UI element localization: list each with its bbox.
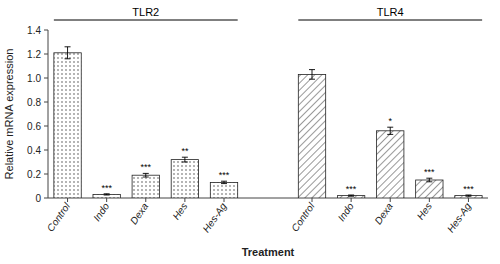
tick-label: Control	[289, 200, 317, 233]
y-axis: 0 0.2 0.4 0.6 0.8 1.0 1.2 1.4	[27, 25, 48, 204]
tick-label: Hes	[170, 201, 189, 222]
plot-area	[54, 47, 482, 198]
bar	[171, 160, 198, 198]
tick	[44, 54, 48, 55]
bar	[337, 196, 364, 198]
tick	[184, 198, 185, 202]
tick-label: Hes-Ag	[200, 200, 228, 234]
x-axis-label: Treatment	[242, 246, 295, 258]
error-bar	[221, 181, 227, 183]
tick	[44, 102, 48, 103]
bar	[298, 74, 325, 198]
tick-label: Hes	[415, 201, 434, 222]
tick-label: 0	[35, 193, 41, 204]
tick-label: 1.0	[27, 73, 41, 84]
labels: Control *** Indo *** Dexa ** Hes *** Hes-Ag TLR2 C…	[45, 6, 482, 234]
tick	[44, 150, 48, 151]
tick	[224, 198, 225, 202]
tick-label: 0.6	[27, 121, 41, 132]
tick	[44, 78, 48, 79]
tick	[468, 198, 469, 202]
tick-label: Hes-Ag	[445, 200, 473, 234]
tick	[106, 198, 107, 202]
tick-label: Dexa	[128, 200, 151, 226]
error-bar	[387, 127, 393, 134]
tick-label: 0.4	[27, 145, 41, 156]
tick-label: 1.2	[27, 49, 41, 60]
group-label: TLR2	[132, 6, 159, 18]
tick	[312, 198, 313, 202]
tick-label: Dexa	[372, 200, 395, 226]
significance-label: ***	[463, 184, 474, 194]
significance-label: ***	[101, 183, 112, 193]
tick-label: Indo	[91, 200, 111, 223]
tick	[44, 126, 48, 127]
bar	[54, 53, 81, 198]
error-bar	[348, 195, 354, 196]
error-bar	[426, 178, 432, 182]
bar	[132, 175, 159, 198]
significance-label: ***	[424, 167, 435, 177]
significance-label: ***	[219, 170, 230, 180]
tick	[351, 198, 352, 202]
tick-label: Indo	[336, 200, 356, 223]
bar	[455, 196, 482, 198]
significance-label: **	[181, 146, 189, 156]
bar	[377, 131, 404, 198]
bar	[416, 180, 443, 198]
error-bar	[143, 173, 149, 177]
bar	[93, 194, 120, 198]
error-bar	[309, 70, 315, 80]
error-bar	[182, 157, 188, 162]
error-bar	[465, 195, 471, 196]
tick	[44, 198, 48, 199]
tick	[67, 198, 68, 202]
y-axis-line	[48, 30, 49, 198]
group-bracket	[54, 20, 238, 21]
significance-label: ***	[141, 162, 152, 172]
tick-label: Control	[45, 200, 73, 233]
significance-label: ***	[346, 184, 357, 194]
group-bracket	[298, 20, 482, 21]
bar	[210, 182, 237, 198]
chart: 00.20.40.60.81.01.21.4Control***Indo***D…	[0, 0, 500, 264]
significance-label: *	[388, 116, 392, 126]
error-bar	[65, 47, 71, 59]
tick	[390, 198, 391, 202]
tick	[429, 198, 430, 202]
group-label: TLR4	[377, 6, 404, 18]
error-bar	[104, 194, 110, 195]
tick-label: 1.4	[27, 25, 41, 36]
tick-label: 0.8	[27, 97, 41, 108]
tick-label: 0.2	[27, 169, 41, 180]
tick	[44, 30, 48, 31]
y-axis-label: Relative mRNA expression	[3, 49, 15, 180]
tick	[44, 174, 48, 175]
tick	[145, 198, 146, 202]
